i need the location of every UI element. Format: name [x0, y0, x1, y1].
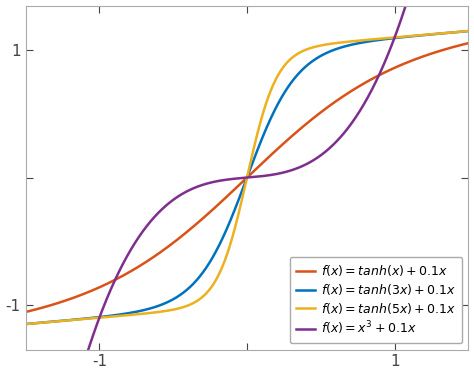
Legend: $f(x) = tanh(x) + 0.1x$, $f(x) = tanh(3x) + 0.1x$, $f(x) = tanh(5x) + 0.1x$, $f(: $f(x) = tanh(x) + 0.1x$, $f(x) = tanh(3x… — [290, 257, 462, 344]
